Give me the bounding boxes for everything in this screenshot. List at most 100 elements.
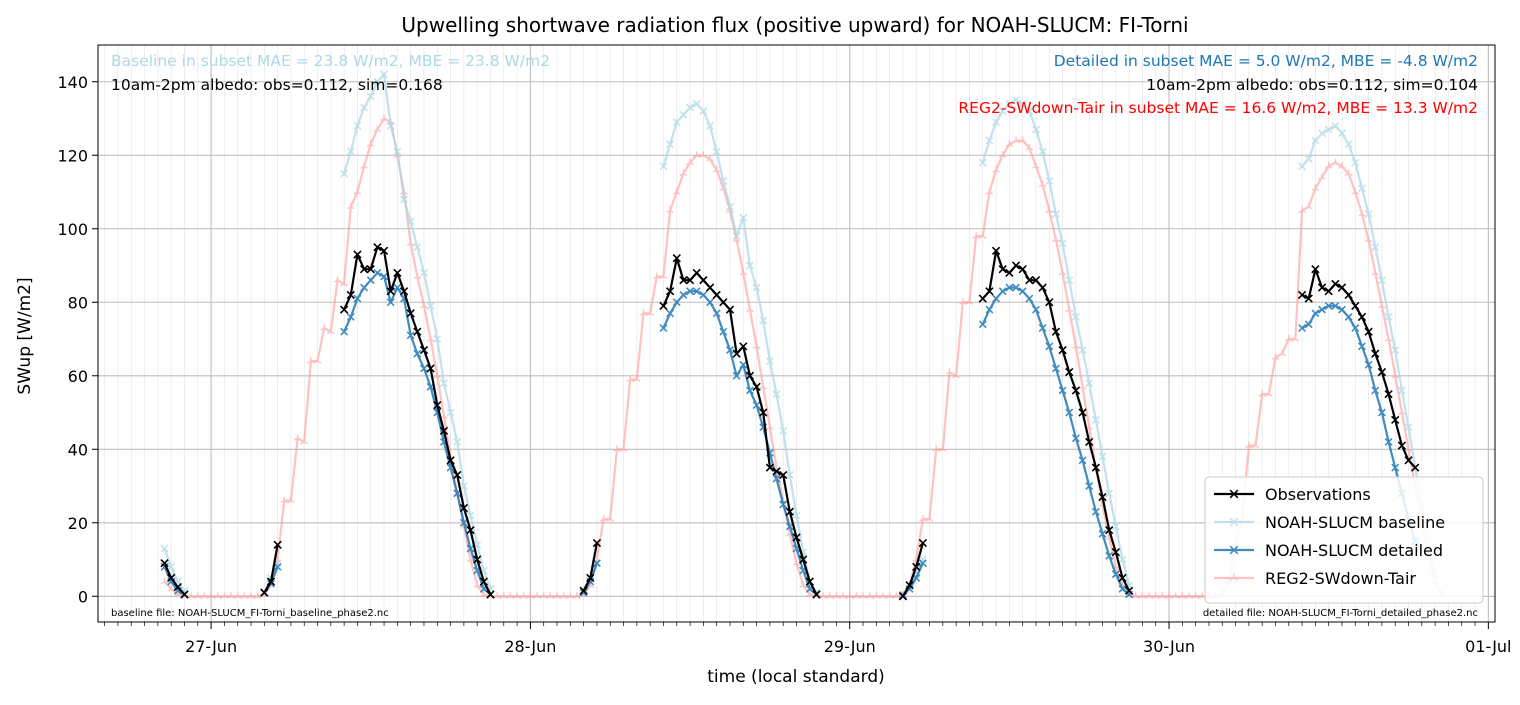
data-point: [1351, 188, 1360, 195]
data-point: [1012, 96, 1020, 105]
data-point: [646, 309, 654, 316]
data-point: [280, 496, 289, 504]
data-point: [712, 147, 721, 156]
data-point: [746, 305, 754, 313]
data-point: [712, 309, 721, 318]
data-point: [939, 445, 947, 452]
data-point: [1005, 140, 1014, 147]
x-axis: 27-Jun 28-Jun 29-Jun 30-Jun 01-Jul: [104, 622, 1512, 656]
data-point: [406, 309, 415, 318]
data-point: [852, 592, 861, 599]
data-point: [839, 592, 847, 599]
y-tick-label: 0: [78, 587, 88, 606]
data-point: [1105, 489, 1114, 498]
data-point: [759, 408, 768, 417]
data-point: [965, 298, 974, 305]
data-point: [1344, 169, 1353, 177]
data-point: [592, 538, 602, 548]
data-point: [1151, 592, 1160, 599]
data-point: [393, 147, 402, 156]
data-point: [978, 320, 987, 329]
data-point: [752, 342, 761, 349]
data-point: [685, 276, 695, 285]
data-point: [998, 265, 1007, 274]
data-point: [1045, 206, 1054, 213]
data-point: [619, 445, 628, 452]
data-point: [692, 151, 701, 158]
data-point: [353, 121, 362, 130]
data-point: [859, 592, 867, 599]
data-point: [207, 592, 215, 599]
data-point: [539, 592, 548, 599]
data-point: [1364, 210, 1373, 219]
data-point: [692, 99, 701, 108]
data-point: [220, 592, 229, 599]
data-point: [360, 103, 369, 112]
data-point: [1051, 364, 1060, 373]
data-point: [1124, 586, 1134, 595]
data-point: [1018, 99, 1027, 108]
data-point: [1398, 408, 1406, 416]
data-point: [1371, 243, 1380, 252]
data-point: [1038, 147, 1047, 156]
data-point: [659, 301, 668, 311]
data-point: [160, 577, 169, 585]
data-point: [1318, 305, 1327, 314]
data-point: [606, 515, 615, 522]
data-point: [1351, 324, 1360, 332]
data-point: [466, 511, 475, 520]
data-point: [1318, 173, 1326, 180]
data-point: [1404, 456, 1413, 465]
data-point: [1078, 346, 1087, 355]
y-axis-label: SWup [W/m2]: [15, 277, 35, 394]
data-point: [1311, 265, 1320, 274]
data-point: [1331, 158, 1340, 166]
data-point: [1138, 592, 1147, 599]
data-point: [885, 592, 894, 599]
data-point: [666, 140, 675, 149]
data-point: [1324, 125, 1333, 134]
data-point: [366, 140, 375, 147]
data-point: [1397, 441, 1407, 450]
y-tick-label: 80: [68, 293, 88, 312]
data-point: [1298, 324, 1307, 332]
data-point: [739, 213, 748, 222]
detailed-stats-annotation: Detailed in subset MAE = 5.0 W/m2, MBE =…: [1054, 52, 1478, 70]
data-point: [380, 272, 389, 281]
data-point: [665, 287, 675, 296]
data-point: [1384, 437, 1393, 446]
data-point: [1051, 327, 1061, 336]
data-point: [273, 562, 282, 571]
data-point: [745, 386, 754, 395]
legend-entry: [1214, 489, 1254, 499]
data-point: [433, 371, 442, 379]
data-point: [785, 507, 795, 516]
data-point: [1384, 389, 1393, 399]
x-tick-label: 01-Jul: [1465, 637, 1511, 656]
data-point: [1185, 592, 1193, 599]
data-point: [1045, 177, 1054, 185]
data-point: [985, 188, 994, 195]
data-point: [579, 586, 588, 595]
data-point: [426, 364, 435, 373]
data-point: [1331, 279, 1340, 289]
data-point: [247, 592, 255, 599]
data-point: [1364, 327, 1373, 336]
data-point: [1158, 592, 1167, 599]
data-point: [1338, 129, 1346, 138]
data-point: [373, 242, 382, 252]
data-point: [1071, 434, 1080, 443]
data-point: [1065, 408, 1074, 417]
data-point: [1278, 349, 1286, 357]
data-point: [672, 118, 681, 127]
data-point: [1045, 298, 1054, 307]
data-point: [380, 114, 388, 122]
data-point: [513, 592, 521, 599]
data-point: [779, 500, 788, 509]
data-point: [266, 577, 276, 586]
data-point: [1337, 283, 1347, 292]
data-point: [173, 582, 182, 592]
data-point: [985, 305, 994, 314]
data-point: [1065, 305, 1074, 313]
